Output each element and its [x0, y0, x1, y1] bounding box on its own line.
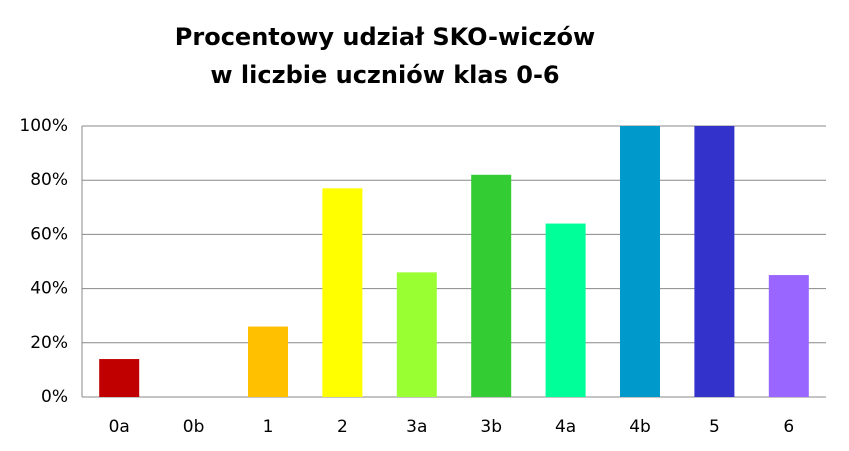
x-tick-label: 4b — [629, 417, 651, 437]
x-tick-label: 1 — [263, 417, 274, 437]
y-tick-label: 40% — [30, 279, 68, 299]
bar — [322, 188, 363, 397]
x-tick-label: 5 — [709, 417, 720, 437]
x-tick-label: 3b — [480, 417, 502, 437]
x-tick-label: 3a — [406, 417, 427, 437]
y-tick-label: 20% — [30, 333, 68, 353]
bar — [248, 326, 288, 397]
bar — [99, 359, 140, 397]
bar — [694, 126, 735, 397]
chart-title: w liczbie uczniów klas 0-6 — [210, 61, 559, 89]
x-tick-label: 0b — [183, 417, 205, 437]
bar — [471, 174, 512, 397]
x-tick-label: 2 — [337, 417, 348, 437]
bar — [396, 272, 437, 397]
x-tick-label: 6 — [783, 417, 794, 437]
y-tick-label: 100% — [19, 116, 68, 136]
y-tick-label: 0% — [41, 387, 68, 407]
x-tick-label: 0a — [109, 417, 130, 437]
bar — [620, 126, 660, 397]
x-tick-label: 4a — [555, 417, 576, 437]
bar — [545, 223, 586, 397]
chart-title: Procentowy udział SKO-wiczów — [175, 23, 595, 51]
bar — [768, 275, 809, 397]
y-tick-label: 80% — [30, 170, 68, 190]
y-tick-label: 60% — [30, 224, 68, 244]
